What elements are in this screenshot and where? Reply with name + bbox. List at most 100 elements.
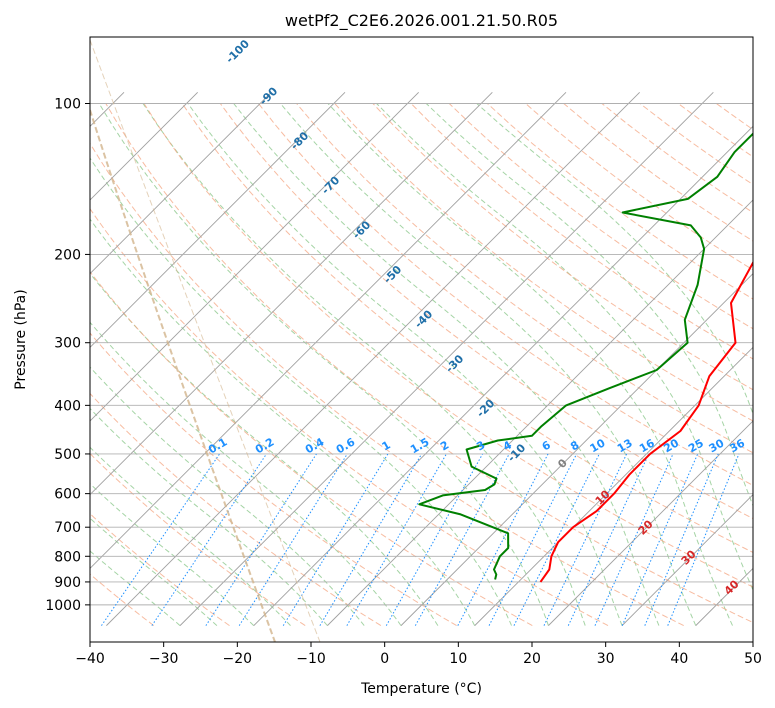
moist-adiabat-line xyxy=(327,103,733,626)
dry-adiabat-line xyxy=(296,103,753,454)
moist-adiabat-line xyxy=(90,407,328,626)
mixing-ratio-label: 20 xyxy=(661,436,681,455)
isotherm-line xyxy=(179,92,714,626)
x-tick-label: 10 xyxy=(449,651,467,667)
dry-adiabat-line xyxy=(90,142,684,627)
mixing-ratio-line xyxy=(567,453,650,626)
x-tick-label: −10 xyxy=(296,651,326,667)
dry-adiabat-line xyxy=(0,104,78,626)
x-tick-label: −30 xyxy=(149,651,179,667)
x-tick-label: 30 xyxy=(597,651,615,667)
sounding-series xyxy=(418,132,753,583)
dry-adiabats xyxy=(0,103,753,627)
dry-adiabat-label: -80 xyxy=(288,129,311,152)
dry-adiabat-line xyxy=(639,103,753,186)
isotherm-line xyxy=(90,92,346,348)
dry-adiabat-line xyxy=(258,103,753,486)
isotherms xyxy=(90,92,775,626)
dry-adiabat-line xyxy=(410,103,753,360)
mixing-ratio-label: 0.4 xyxy=(303,435,327,456)
isotherm-line xyxy=(769,92,775,625)
moist-adiabat-line xyxy=(187,103,623,626)
mixing-ratio-line xyxy=(457,453,549,626)
moist-adiabat-line xyxy=(280,103,697,626)
dry-adiabat-line xyxy=(105,103,753,624)
dry-adiabat-line xyxy=(90,452,306,627)
mixing-ratio-label: 10 xyxy=(588,436,608,455)
dry-adiabat-line xyxy=(90,573,155,626)
dry-adiabat-label: 40 xyxy=(722,577,742,597)
outer-curve xyxy=(90,109,276,642)
moist-adiabat-line xyxy=(90,483,255,626)
x-tick-label: 40 xyxy=(670,651,688,667)
dry-adiabat-line xyxy=(181,103,753,553)
mixing-ratio-label: 0.6 xyxy=(334,435,358,456)
moist-adiabats xyxy=(90,103,753,626)
y-tick-label: 600 xyxy=(54,487,81,503)
y-tick-label: 700 xyxy=(54,520,81,536)
dry-adiabat-line xyxy=(219,103,753,520)
dry-adiabat-label: -40 xyxy=(412,307,435,330)
mixing-ratio-line xyxy=(621,453,699,626)
outer-curve xyxy=(90,39,321,642)
mixing-ratio-label: 0.2 xyxy=(253,435,276,456)
mixing-ratio-line xyxy=(282,453,389,626)
dry-adiabat-label: -20 xyxy=(474,397,497,420)
dry-adiabat-line xyxy=(334,103,753,422)
mixing-ratio-line xyxy=(346,453,447,626)
y-tick-label: 100 xyxy=(54,97,81,113)
moist-adiabat-line xyxy=(90,272,439,626)
moist-adiabat-line xyxy=(476,103,753,416)
y-tick-label: 800 xyxy=(54,549,81,565)
dry-adiabat-line xyxy=(90,332,457,627)
mixing-ratio-line xyxy=(205,453,317,626)
x-axis: −40 −30 −20 −10 0 10 20 30 40 50 xyxy=(75,642,762,667)
dry-adiabat-line xyxy=(0,104,2,626)
moist-adiabat-line xyxy=(233,103,660,626)
mixing-ratio-label: 36 xyxy=(727,436,747,455)
mixing-ratio-label: 1.5 xyxy=(408,435,431,456)
x-tick-label: 0 xyxy=(380,651,389,667)
dry-adiabat-line xyxy=(525,103,753,271)
mixing-ratio-line xyxy=(543,453,628,626)
temperature-line xyxy=(539,260,753,583)
mixing-ratio-line xyxy=(238,453,348,626)
dry-adiabat-line xyxy=(372,103,753,391)
dry-adiabat-label: -90 xyxy=(257,84,280,107)
mixing-ratio-line xyxy=(414,453,510,626)
dry-adiabat-line xyxy=(90,207,609,627)
mixing-ratio-line xyxy=(667,453,740,626)
dry-adiabat-label: -50 xyxy=(381,263,404,286)
isotherm-line xyxy=(106,92,640,626)
y-tick-label: 200 xyxy=(54,247,81,263)
mixing-ratio-lines xyxy=(101,453,740,626)
dewpoint-line xyxy=(418,132,753,580)
isotherm-line xyxy=(90,92,198,201)
moist-adiabat-line xyxy=(90,550,181,626)
dry-adiabat-line xyxy=(448,103,753,330)
isotherm-line xyxy=(548,420,753,626)
y-tick-label: 900 xyxy=(54,575,81,591)
isotherm-line xyxy=(90,92,419,422)
y-tick-label: 500 xyxy=(54,447,81,463)
contour-labels: 0.1 0.2 0.4 0.6 1 1.5 2 3 4 6 8 10 13 16 20 25 30 36-100-… xyxy=(206,37,747,598)
y-tick-label: 300 xyxy=(54,336,81,352)
y-tick-label: 1000 xyxy=(45,598,81,614)
x-tick-label: −20 xyxy=(223,651,253,667)
mixing-ratio-label: 30 xyxy=(707,436,727,455)
mixing-ratio-label: 0.1 xyxy=(206,435,229,456)
isotherm-line xyxy=(90,92,493,496)
dry-adiabat-label: 30 xyxy=(679,547,699,567)
pressure-gridlines xyxy=(90,103,753,606)
dry-adiabat-label: -30 xyxy=(443,352,466,375)
dry-adiabat-label: 20 xyxy=(636,517,656,537)
moist-adiabat-line xyxy=(142,103,586,626)
isotherm-line xyxy=(327,199,753,626)
dry-adiabat-label: -70 xyxy=(319,174,342,197)
plot-area: 0.1 0.2 0.4 0.6 1 1.5 2 3 4 6 8 10 13 16 20 25 30 36-100-… xyxy=(0,37,775,642)
plot-frame xyxy=(89,36,754,643)
chart-title: wetPf2_C2E6.2026.001.21.50.R05 xyxy=(285,11,558,31)
x-axis-label: Temperature (°C) xyxy=(360,681,482,697)
mixing-ratio-line xyxy=(385,453,484,626)
